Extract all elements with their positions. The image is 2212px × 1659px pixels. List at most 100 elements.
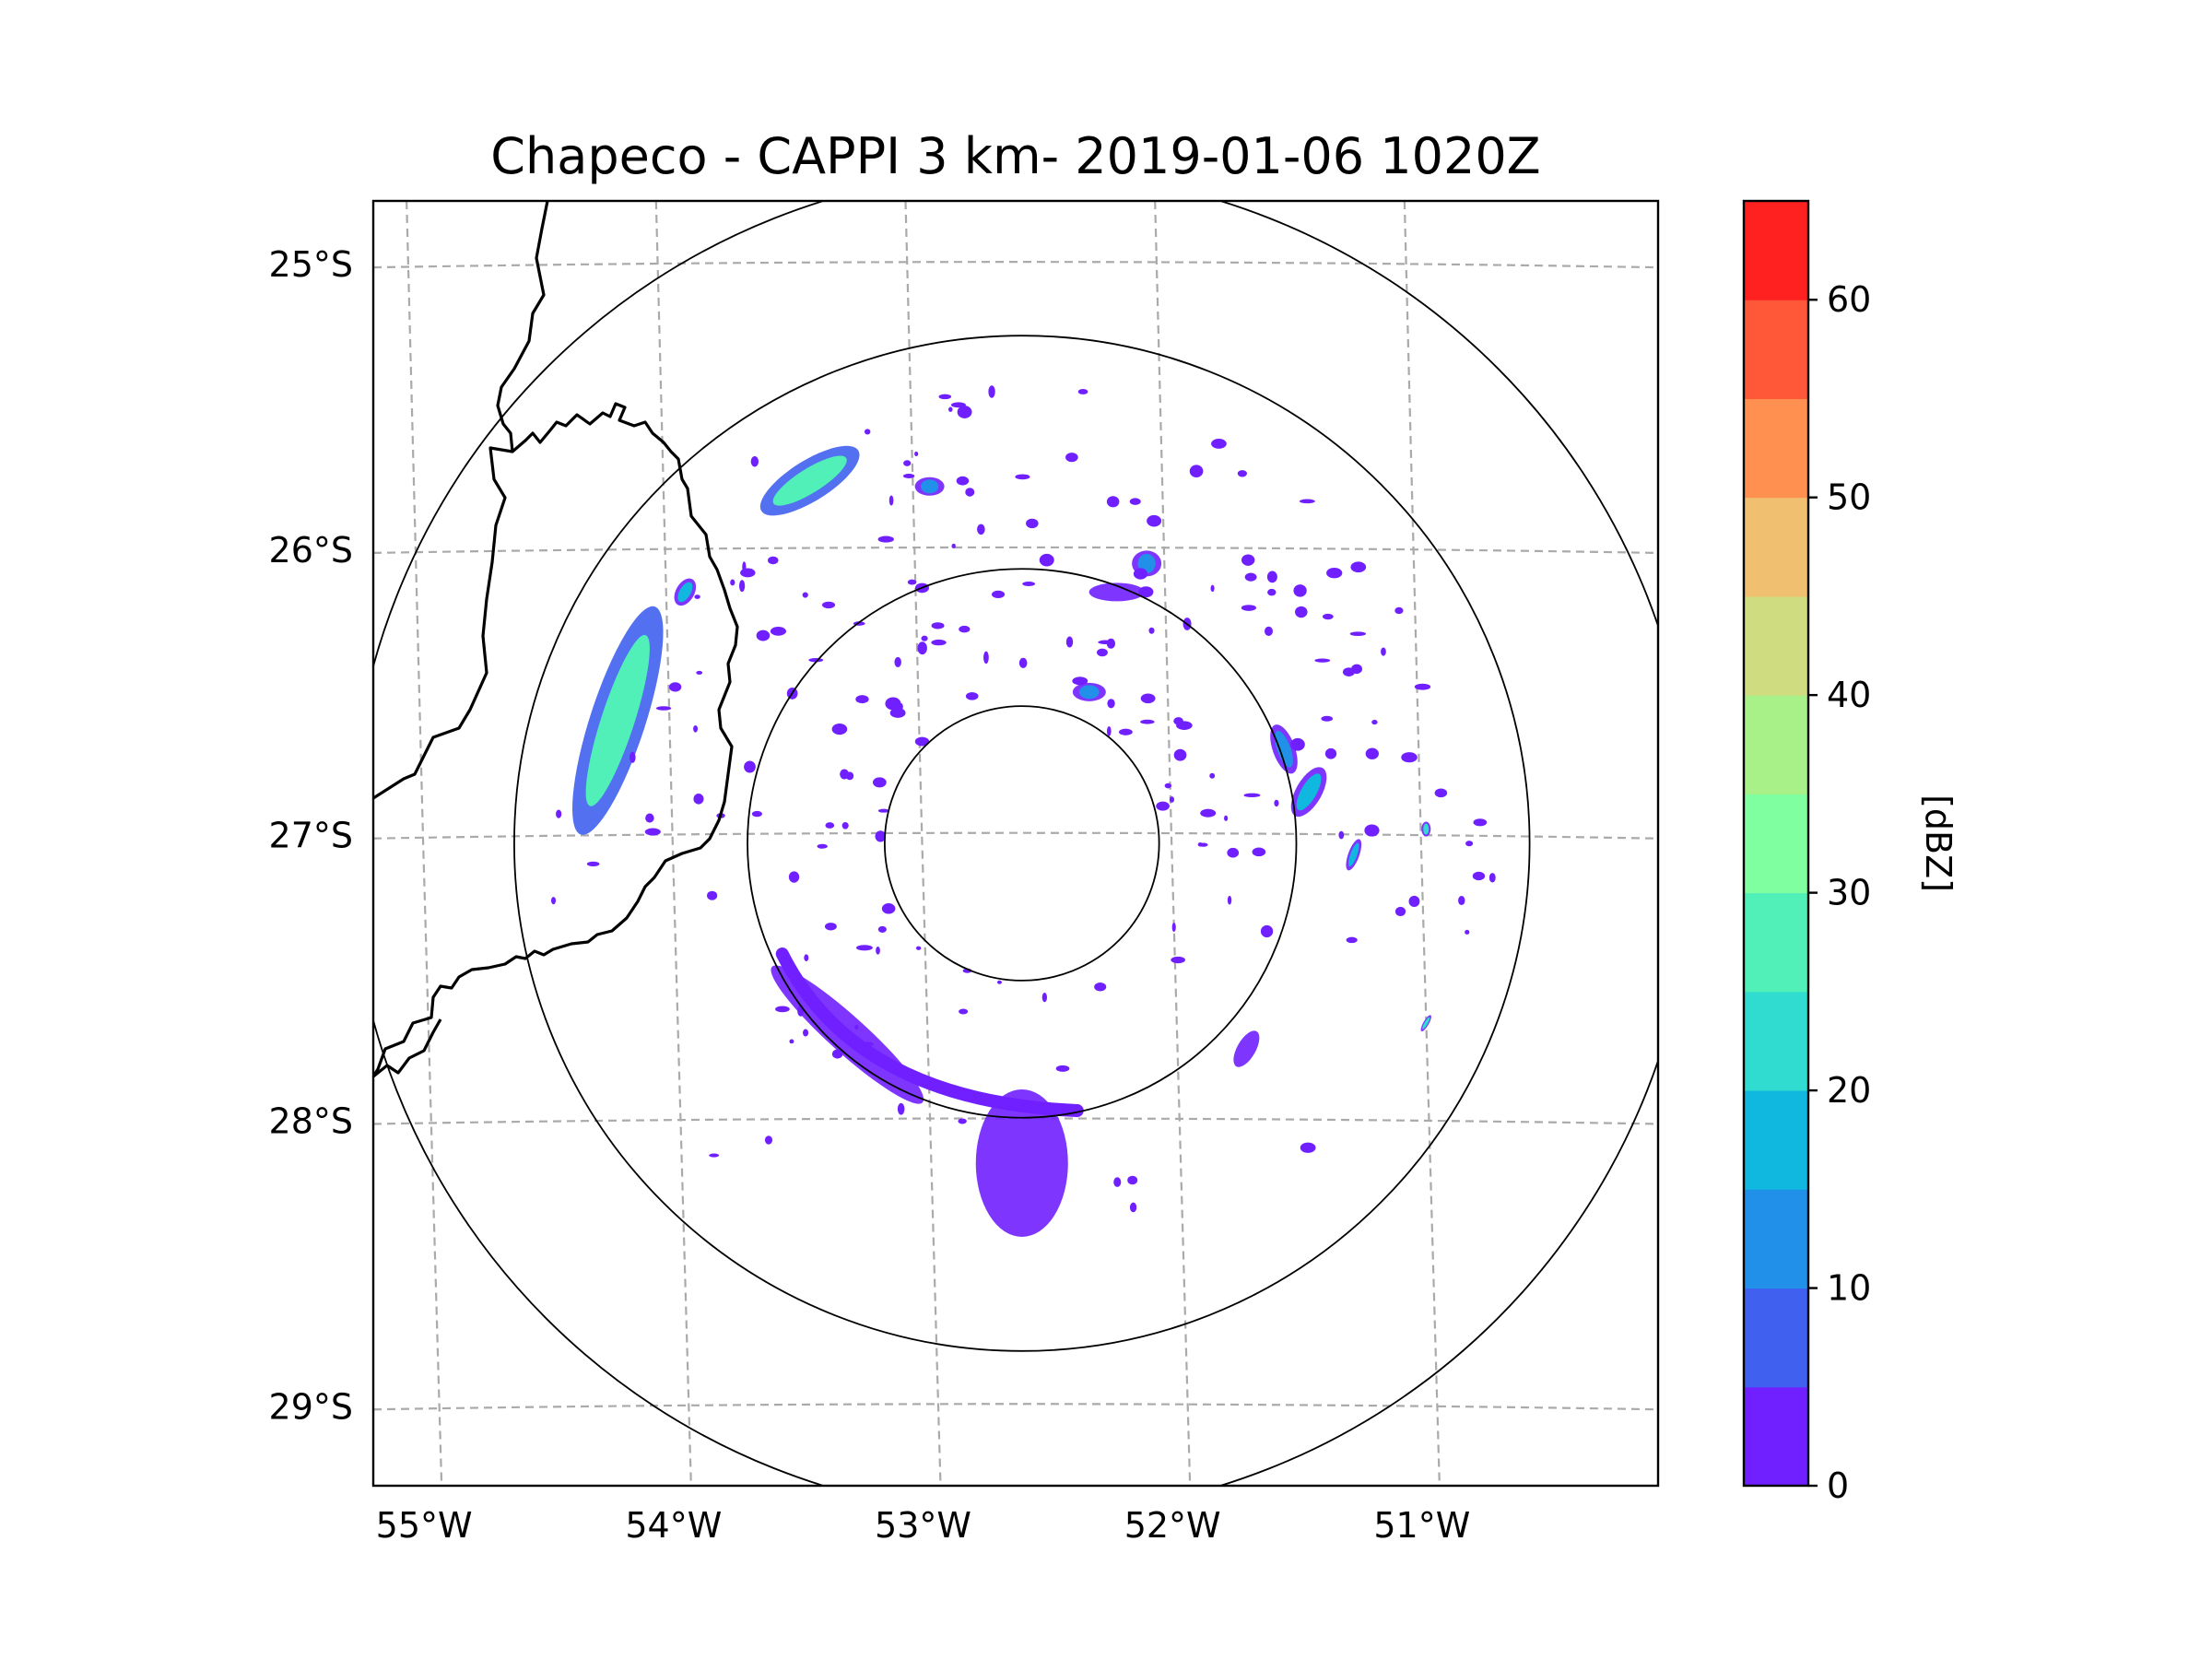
- echo-speckle: [1252, 847, 1266, 857]
- map-frame: [371, 199, 1660, 1488]
- echo-speckle: [1156, 801, 1170, 811]
- echo-speckle: [877, 535, 894, 543]
- colorbar-band: [1744, 1090, 1808, 1190]
- meridian-gridline: [1154, 201, 1192, 1486]
- echo-speckle: [1488, 873, 1496, 883]
- colorbar-tick-label: 0: [1827, 1465, 1849, 1506]
- echo-speckle: [965, 488, 975, 497]
- echo-speckle: [956, 476, 970, 486]
- echo-speckle: [742, 561, 747, 573]
- echo-northwest-cell: [674, 578, 697, 606]
- echo-speckle: [1227, 847, 1240, 858]
- echo-speckle: [1401, 752, 1418, 763]
- echo-speckle: [770, 627, 787, 636]
- echo-speckle: [751, 810, 762, 818]
- echo-speckle: [931, 639, 947, 646]
- echo-speckle: [1381, 647, 1386, 656]
- echo-speckle: [1434, 788, 1448, 798]
- echo-speckle: [894, 656, 901, 668]
- echo-speckle: [1472, 871, 1486, 881]
- colorbar-band: [1744, 1386, 1808, 1487]
- echo-speckle: [789, 1039, 794, 1044]
- echo-speckle: [1097, 648, 1108, 657]
- echo-speckle: [693, 725, 699, 733]
- echo-speckle: [1133, 568, 1148, 580]
- echo-speckle: [1119, 728, 1133, 735]
- colorbar-tick-label: 60: [1827, 279, 1871, 320]
- echo-speckle: [965, 691, 979, 700]
- echo-speckle: [1394, 606, 1404, 615]
- echo-speckle: [1237, 470, 1247, 477]
- echo-speckle: [831, 723, 848, 735]
- latitude-tick-label: 26°S: [269, 530, 353, 571]
- colorbar-tick-label: 30: [1827, 873, 1871, 913]
- gridlines: [373, 201, 1658, 1486]
- echo-speckle: [730, 579, 735, 586]
- echo-speckle: [1171, 923, 1176, 933]
- echo-speckle: [1169, 796, 1175, 803]
- echo-speckle: [1346, 936, 1358, 944]
- colorbar-frame: [1742, 199, 1810, 1488]
- echo-speckle: [825, 822, 835, 829]
- echo-speckle: [1197, 842, 1203, 847]
- echo-north-small-cell: [914, 477, 945, 496]
- colorbar-ticks: 0 10 20 30 40 50 60: [1808, 279, 1871, 1506]
- latitude-tick-label: 25°S: [269, 244, 353, 285]
- echo-speckle: [1055, 1065, 1070, 1072]
- echo-speckle: [1465, 929, 1470, 935]
- longitude-tick-label: 52°W: [1124, 1505, 1221, 1546]
- echo-speckle: [1041, 993, 1048, 1003]
- echo-speckle: [693, 794, 704, 805]
- echo-speckle: [1200, 808, 1217, 818]
- echo-speckle: [1408, 895, 1420, 907]
- echo-speckle: [1189, 465, 1204, 478]
- colorbar-tick-label: 40: [1827, 675, 1871, 715]
- echo-speckle: [959, 625, 971, 633]
- echo-speckle: [864, 429, 871, 435]
- parallel-gridline: [373, 261, 1658, 269]
- echo-speckle: [921, 635, 928, 641]
- echo-speckle: [1039, 553, 1054, 567]
- echo-speckle: [738, 580, 746, 593]
- meridian-gridline: [406, 201, 443, 1486]
- echo-speckle: [996, 980, 1003, 984]
- echo-speckle: [914, 451, 919, 457]
- echo-speckle: [950, 402, 966, 408]
- echo-speckle: [875, 830, 887, 842]
- latitude-tick-label: 27°S: [269, 816, 353, 856]
- echo-speckle: [1147, 514, 1162, 527]
- echo-speckle: [696, 670, 703, 675]
- colorbar: 0 10 20 30 40 50 60 [dBZ]: [1742, 199, 1959, 1506]
- echo-speckle: [854, 1024, 859, 1030]
- echo-western-band: [571, 606, 664, 835]
- echo-speckle: [1227, 895, 1232, 905]
- echo-speckle: [855, 695, 869, 704]
- echo-speckle: [1243, 793, 1261, 798]
- echo-speckle: [1364, 824, 1380, 837]
- echo-speckle: [1338, 830, 1345, 840]
- echo-speckle: [1299, 499, 1315, 504]
- echo-speckle: [1148, 627, 1155, 634]
- echo-north-cell: [759, 445, 860, 516]
- echo-speckle: [1260, 924, 1274, 938]
- longitude-tick-label: 53°W: [875, 1505, 971, 1546]
- echo-speckle: [1371, 719, 1378, 725]
- echo-speckle: [1129, 498, 1141, 505]
- colorbar-band: [1744, 595, 1808, 696]
- echo-speckle: [756, 629, 771, 641]
- longitude-tick-label: 54°W: [625, 1505, 722, 1546]
- echo-speckle: [1072, 677, 1088, 686]
- echo-speckle: [1129, 1202, 1137, 1213]
- echo-speckle: [1211, 438, 1227, 449]
- echo-speckle: [877, 925, 887, 933]
- echo-speckle: [1290, 737, 1305, 751]
- echo-speckle: [840, 769, 850, 780]
- echo-speckle: [550, 897, 557, 905]
- colorbar-tick-label: 50: [1827, 477, 1871, 518]
- echo-speckle: [907, 579, 917, 585]
- colorbar-band: [1744, 991, 1808, 1091]
- echo-speckle: [1140, 719, 1155, 724]
- echo-speckle: [1173, 748, 1187, 761]
- echo-speckle: [1065, 453, 1078, 463]
- echo-speckle: [1349, 631, 1367, 637]
